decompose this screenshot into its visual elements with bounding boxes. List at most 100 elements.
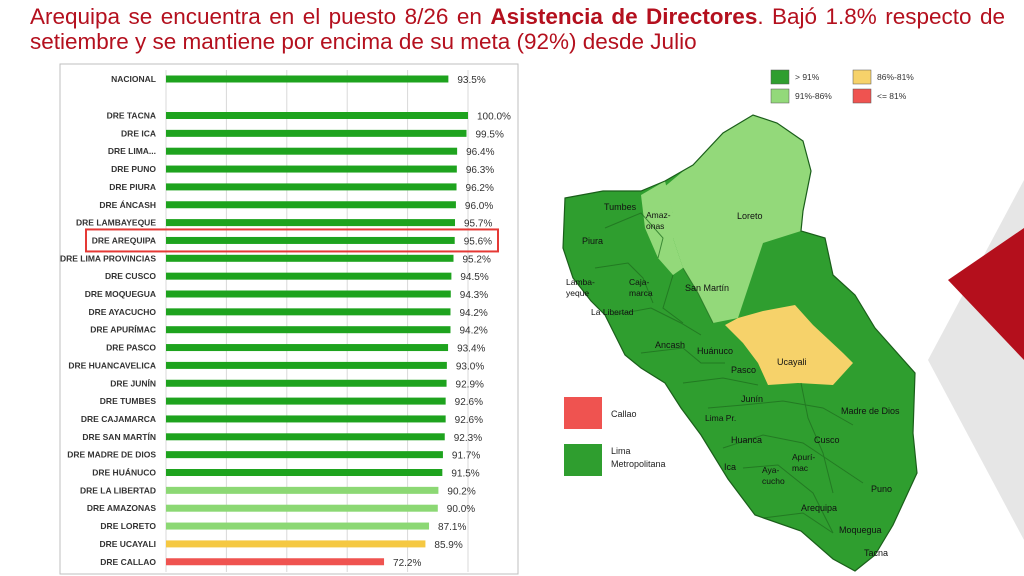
title-bold: Asistencia de Directores (490, 4, 758, 29)
category-label: DRE PIURA (109, 182, 156, 192)
slide-title: Arequipa se encuentra en el puesto 8/26 … (30, 4, 1005, 54)
box-legend: Callao Lima Metropolitana (564, 397, 666, 476)
label-cusco: Cusco (814, 435, 840, 445)
category-label: DRE CALLAO (100, 557, 156, 567)
bar (166, 540, 426, 548)
label-arequipa: Arequipa (801, 503, 837, 513)
bar (166, 147, 458, 155)
lima-metro-swatch (564, 444, 602, 476)
value-label: 94.3% (460, 290, 488, 301)
category-label: DRE CUSCO (105, 271, 156, 281)
legend-swatch-light (770, 88, 790, 104)
label-junin: Junín (741, 394, 763, 404)
category-label: DRE APURÍMAC (90, 325, 156, 335)
category-label: DRE LIMA PROVINCIAS (60, 253, 156, 263)
category-label: DRE AREQUIPA (92, 235, 156, 245)
deco-gray-triangle (928, 180, 1024, 540)
bar-chart: NACIONAL 93.5% DRE TACNA 100.0% DRE ICA 99.5%… (59, 63, 519, 575)
label-huancavelica: Huanca (731, 435, 762, 445)
deco-red-triangle (948, 228, 1024, 360)
value-label: 91.5% (451, 469, 479, 480)
region-borders (594, 212, 864, 534)
legend-label-4: <= 81% (877, 91, 907, 101)
bar (166, 361, 447, 369)
region-ucayali (725, 305, 853, 385)
bar (166, 129, 467, 137)
value-label: 92.3% (454, 433, 482, 444)
value-label: 96.3% (466, 165, 494, 176)
label-ucayali: Ucayali (777, 357, 807, 367)
value-label: 94.5% (460, 272, 488, 283)
highlight-box (85, 228, 499, 253)
legend-label-1: > 91% (795, 72, 820, 82)
category-label: DRE AYACUCHO (88, 307, 156, 317)
category-label: DRE CAJAMARCA (81, 414, 156, 424)
bar (166, 290, 451, 298)
category-label: DRE LORETO (100, 521, 156, 531)
title-part1: Arequipa se encuentra en el puesto 8/26 … (30, 4, 491, 29)
bar (166, 272, 452, 280)
bar (166, 112, 468, 119)
bar (166, 379, 447, 387)
value-label: 96.2% (466, 183, 494, 194)
lima-metro-label: Lima Metropolitana (611, 446, 666, 469)
slide-decoration (928, 180, 1024, 540)
label-tumbes: Tumbes (604, 202, 637, 212)
bar (166, 451, 443, 459)
value-label: 90.0% (447, 504, 475, 515)
category-label: DRE TACNA (107, 111, 156, 121)
title-part2: . Bajó 1.8% respecto de setiembre y se m… (30, 4, 1005, 54)
category-label: DRE TUMBES (100, 396, 157, 406)
label-lambayeque: Lamba-yeque (566, 277, 595, 298)
category-label: DRE UCAYALI (99, 539, 156, 549)
value-label: 87.1% (438, 522, 466, 533)
label-ica: Ica (724, 462, 736, 472)
bar (166, 522, 430, 530)
peru-outline (562, 114, 918, 572)
legend-label-2: 86%-81% (877, 72, 914, 82)
category-label: DRE LA LIBERTAD (80, 485, 156, 495)
legend-swatch-yellow (852, 69, 872, 85)
plot-area (59, 63, 519, 575)
bar (166, 219, 456, 227)
value-label: 72.2% (393, 558, 421, 569)
value-label: 99.5% (475, 129, 503, 140)
legend-label-3: 91%-86% (795, 91, 832, 101)
value-label: 100.0% (477, 112, 511, 123)
bar (166, 558, 385, 566)
label-loreto: Loreto (737, 211, 763, 221)
bar (166, 397, 446, 405)
value-label: 90.2% (447, 486, 475, 497)
value-label: 94.2% (459, 326, 487, 337)
label-amazonas: Amaz-onas (646, 210, 671, 231)
bar (166, 201, 456, 209)
label-apurimac: Apurí-mac (792, 452, 815, 473)
label-huanuco: Huánuco (697, 346, 733, 356)
value-label: 93.4% (457, 344, 485, 355)
label-ayacucho: Aya-cucho (762, 465, 785, 486)
value-label: 95.6% (464, 236, 492, 247)
category-label: DRE MADRE DE DIOS (67, 450, 156, 460)
bar (166, 486, 439, 494)
callao-label: Callao (611, 409, 637, 419)
category-label: DRE LAMBAYEQUE (76, 218, 156, 228)
value-label: 95.2% (463, 254, 491, 265)
category-label: DRE PASCO (106, 343, 156, 353)
bar (166, 469, 443, 476)
bar (166, 415, 446, 423)
category-label: DRE ÁNCASH (99, 200, 156, 210)
category-label: DRE PUNO (111, 164, 156, 174)
bar (166, 183, 457, 191)
bar (166, 236, 455, 244)
value-label: 92.9% (456, 379, 484, 390)
legend-swatch-red (852, 88, 872, 104)
category-label: DRE MOQUEGUA (85, 289, 156, 299)
category-label: NACIONAL (111, 74, 156, 84)
label-ancash: Ancash (655, 340, 685, 350)
map-labels: Tumbes Amaz-onas Loreto Piura Lamba-yequ… (566, 202, 900, 558)
category-label: DRE ICA (121, 128, 156, 138)
category-label: DRE SAN MARTÍN (82, 432, 156, 442)
region-amazonas (641, 181, 683, 275)
label-lima-provincias: Lima Pr. (705, 413, 736, 423)
bar (166, 326, 451, 334)
